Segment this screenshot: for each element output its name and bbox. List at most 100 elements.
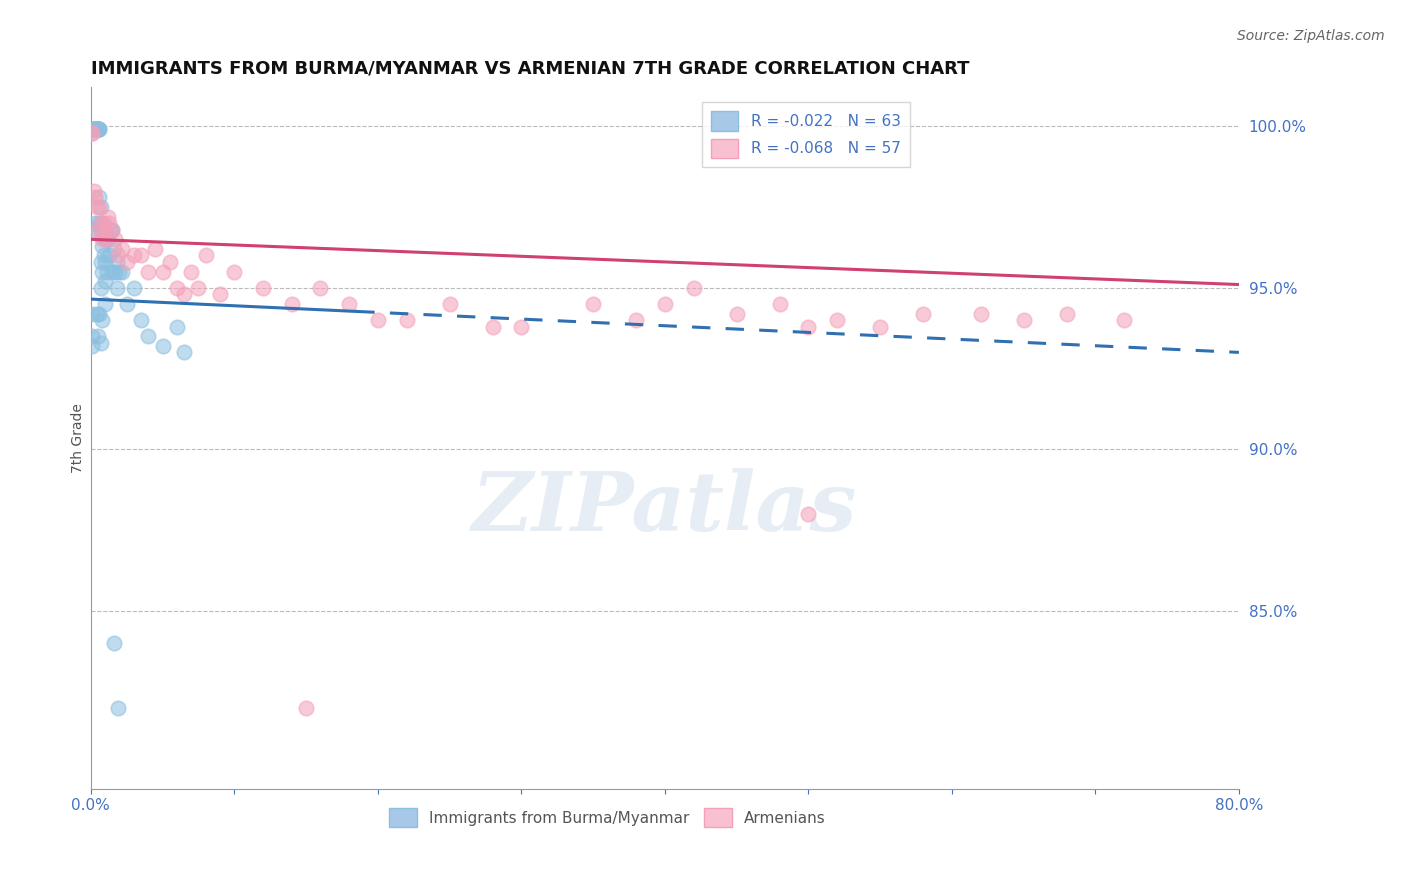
Point: [105, 255, 128, 269]
Point: [122, 248, 145, 262]
Point: [173, 287, 195, 301]
Point: [122, 281, 145, 295]
Point: [869, 319, 891, 334]
Point: [103, 242, 125, 256]
Point: [83, 122, 105, 136]
Point: [111, 242, 134, 256]
Point: [82, 126, 104, 140]
Point: [624, 313, 647, 327]
Point: [94, 274, 117, 288]
Point: [145, 242, 167, 256]
Point: [367, 313, 389, 327]
Point: [208, 287, 231, 301]
Point: [111, 265, 134, 279]
Point: [84, 122, 107, 136]
Point: [84, 122, 107, 136]
Point: [194, 248, 217, 262]
Point: [224, 265, 246, 279]
Point: [98, 216, 121, 230]
Point: [252, 281, 274, 295]
Point: [173, 345, 195, 359]
Point: [104, 265, 127, 279]
Point: [86, 122, 108, 136]
Point: [82, 126, 104, 140]
Point: [295, 700, 318, 714]
Point: [89, 307, 111, 321]
Point: [166, 319, 188, 334]
Point: [93, 222, 115, 236]
Point: [82, 329, 104, 343]
Point: [769, 297, 792, 311]
Point: [86, 122, 108, 136]
Text: IMMIGRANTS FROM BURMA/MYANMAR VS ARMENIAN 7TH GRADE CORRELATION CHART: IMMIGRANTS FROM BURMA/MYANMAR VS ARMENIA…: [91, 60, 969, 78]
Point: [103, 636, 125, 650]
Point: [94, 297, 117, 311]
Point: [107, 248, 129, 262]
Point: [108, 265, 131, 279]
Point: [654, 297, 676, 311]
Text: Source: ZipAtlas.com: Source: ZipAtlas.com: [1237, 29, 1385, 43]
Point: [83, 184, 105, 198]
Point: [87, 329, 110, 343]
Point: [825, 313, 848, 327]
Point: [82, 122, 104, 136]
Point: [82, 307, 104, 321]
Point: [89, 216, 111, 230]
Text: ZIPatlas: ZIPatlas: [472, 468, 858, 548]
Point: [129, 313, 152, 327]
Point: [682, 281, 704, 295]
Point: [86, 122, 108, 136]
Point: [725, 307, 748, 321]
Point: [94, 232, 117, 246]
Point: [91, 313, 114, 327]
Point: [91, 232, 114, 246]
Point: [104, 232, 127, 246]
Point: [1056, 307, 1078, 321]
Point: [86, 307, 108, 321]
Point: [187, 281, 209, 295]
Point: [481, 319, 503, 334]
Point: [115, 297, 138, 311]
Point: [89, 190, 111, 204]
Point: [87, 122, 110, 136]
Point: [166, 281, 188, 295]
Point: [87, 222, 110, 236]
Point: [83, 222, 105, 236]
Point: [582, 297, 605, 311]
Point: [159, 255, 181, 269]
Point: [90, 216, 112, 230]
Point: [337, 297, 360, 311]
Point: [96, 232, 118, 246]
Point: [82, 122, 104, 136]
Point: [105, 281, 128, 295]
Point: [101, 265, 124, 279]
Point: [90, 281, 112, 295]
Point: [510, 319, 533, 334]
Point: [101, 222, 124, 236]
Point: [96, 232, 118, 246]
Point: [100, 222, 122, 236]
Legend: Immigrants from Burma/Myanmar, Armenians: Immigrants from Burma/Myanmar, Armenians: [382, 802, 832, 833]
Point: [87, 122, 110, 136]
Point: [93, 248, 115, 262]
Point: [280, 297, 302, 311]
Point: [89, 122, 111, 136]
Point: [91, 239, 114, 253]
Y-axis label: 7th Grade: 7th Grade: [72, 403, 86, 473]
Point: [89, 122, 111, 136]
Point: [87, 122, 110, 136]
Point: [97, 210, 120, 224]
Point: [309, 281, 332, 295]
Point: [969, 307, 991, 321]
Point: [1114, 313, 1136, 327]
Point: [93, 216, 115, 230]
Point: [129, 248, 152, 262]
Point: [90, 200, 112, 214]
Point: [86, 200, 108, 214]
Point: [98, 248, 121, 262]
Point: [107, 700, 129, 714]
Point: [96, 265, 118, 279]
Point: [91, 216, 114, 230]
Point: [84, 122, 107, 136]
Point: [912, 307, 935, 321]
